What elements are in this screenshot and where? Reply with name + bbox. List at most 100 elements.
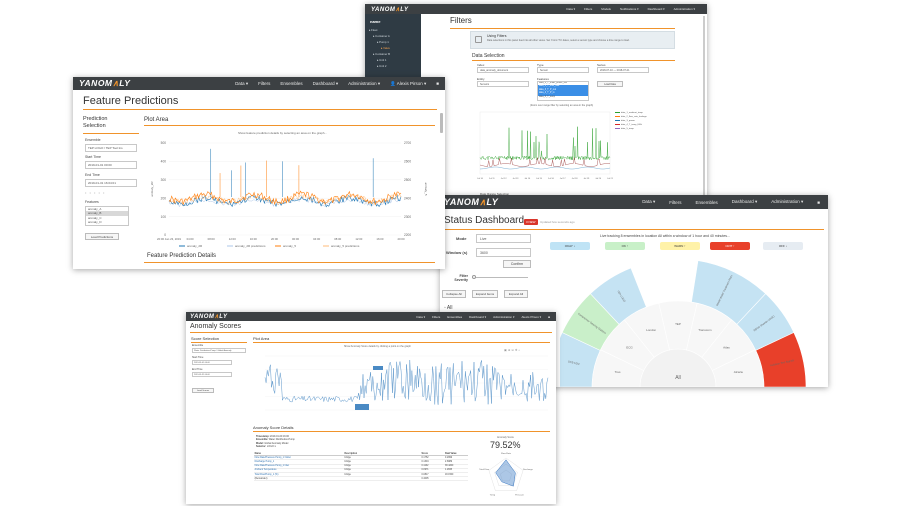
table-row[interactable]: Flow Rate/Pressure Pump_1 Inlet bridge 0.1… bbox=[254, 464, 468, 469]
brand-logo[interactable]: YANOM∧LY bbox=[190, 313, 228, 320]
load-data-button[interactable]: Load Data bbox=[597, 81, 623, 87]
nav-item[interactable]: Administration ▾ bbox=[673, 7, 695, 11]
nav-item[interactable]: ■ bbox=[436, 81, 439, 86]
severity-chip[interactable]: OFF ↓ bbox=[763, 242, 803, 250]
feature-option[interactable]: anmaly_B bbox=[86, 211, 128, 216]
sidebar-tree-item[interactable]: ▸ Fleet bbox=[369, 28, 378, 32]
brand-logo[interactable]: YANOM∧LY bbox=[79, 78, 130, 89]
legend-entry[interactable]: data_5_temp bbox=[615, 128, 634, 130]
collapse-all-button[interactable]: Collapse All bbox=[442, 290, 466, 298]
brand-logo[interactable]: YANOM∧LY bbox=[371, 6, 409, 13]
severity-chip[interactable]: OKAY ↓ bbox=[550, 242, 590, 250]
nav-item[interactable]: Administration ▾ bbox=[771, 199, 804, 204]
nav-item[interactable]: Dashboard ▾ bbox=[647, 7, 665, 11]
feature-option[interactable]: data_2_T_flow_rate bbox=[538, 85, 588, 89]
sidebar-tree-item[interactable]: ▸ Unit 1 bbox=[377, 58, 387, 62]
table-cell[interactable]: Discharge Pump_1 bbox=[254, 459, 344, 465]
start-time-input[interactable]: 2019-01-01 00:00 bbox=[85, 161, 137, 169]
ensemble-select[interactable]: Water Distribution-Pump / Global Anomaly bbox=[192, 348, 246, 353]
features-multiselect[interactable]: data_1_T_shaft_power_kW data_2_T_flow_rat… bbox=[537, 81, 589, 101]
features-multiselect[interactable]: anmaly_A anmaly_B anmaly_C anmaly_D bbox=[85, 206, 129, 226]
table-cell[interactable]: (Remainder) bbox=[254, 476, 344, 482]
severity-slider[interactable] bbox=[472, 277, 528, 278]
legend-entry[interactable]: data_2_flow_rate_leakage bbox=[615, 116, 647, 118]
start-time-input[interactable]: 2019-01-01 00:00 bbox=[192, 360, 232, 365]
column-header[interactable]: Description bbox=[343, 452, 421, 457]
feature-option[interactable]: data_3_T_P_out bbox=[538, 88, 588, 93]
nav-item[interactable]: Data ▾ bbox=[642, 199, 656, 204]
nav-item[interactable]: Data ▾ bbox=[566, 7, 576, 11]
severity-chip[interactable]: CRIT ↑ bbox=[710, 242, 750, 250]
legend-entry[interactable]: data_3_power bbox=[615, 120, 635, 122]
nav-item[interactable]: Ensembles bbox=[280, 81, 303, 86]
nav-item[interactable]: Administration ▾ bbox=[493, 314, 515, 319]
legend-entry[interactable]: data_4_T_temp_kWh bbox=[615, 124, 642, 126]
end-time-input[interactable]: 2019-01-31 16:04:01 bbox=[85, 179, 137, 187]
nav-item[interactable]: Models bbox=[601, 7, 611, 11]
brand-logo[interactable]: YANOM∧LY bbox=[444, 197, 498, 208]
nav-item[interactable]: ■ bbox=[817, 199, 820, 205]
severity-chip[interactable]: WARN ↑ bbox=[660, 242, 700, 250]
table-cell[interactable]: Flow Rate/Pressure Pump_1 Inlet bbox=[254, 464, 344, 469]
nav-item[interactable]: Filters bbox=[258, 81, 271, 86]
sidebar-tree-item[interactable]: ▸ Pump 1 bbox=[377, 40, 389, 44]
table-cell[interactable]: Ambient Temperature bbox=[254, 468, 344, 473]
table-cell[interactable]: Total Flow/Pump_1 (%) bbox=[254, 472, 344, 478]
nav-item[interactable]: Filters bbox=[432, 314, 441, 319]
all-tree-node[interactable]: ◦ All bbox=[444, 305, 453, 311]
sidebar-tree-item[interactable]: ▸ Container B bbox=[373, 52, 390, 56]
column-header[interactable]: Name bbox=[254, 452, 344, 457]
nav-item[interactable]: Administration ▾ bbox=[348, 80, 381, 86]
table-cell[interactable]: Flow Rate/Pressure Pump_1 Outlet bbox=[254, 455, 344, 461]
nav-item[interactable]: Data ▾ bbox=[235, 80, 249, 86]
expand-items-button[interactable]: Expand Items bbox=[472, 290, 498, 298]
nav-item[interactable]: Filters bbox=[584, 7, 593, 11]
sunburst-outer-segment[interactable] bbox=[755, 332, 807, 387]
severity-slider-handle[interactable] bbox=[472, 275, 476, 279]
scrollbar[interactable] bbox=[440, 113, 443, 133]
series-input[interactable]: 2018-07-10 — 2018-07-21 bbox=[597, 67, 649, 73]
confirm-button[interactable]: Confirm bbox=[503, 260, 531, 268]
table-row[interactable]: (Remainder) 0.4005 bbox=[254, 476, 468, 482]
nav-item[interactable]: Alexis Pirson ▾ bbox=[521, 314, 542, 319]
status-sunburst[interactable]: All Tres ECG London TEP Transcom Atlas Alcarte S… bbox=[560, 253, 820, 387]
nav-item[interactable]: Filters bbox=[669, 199, 682, 205]
nav-item[interactable]: Data ▾ bbox=[416, 314, 426, 319]
sunburst-outer-segment[interactable] bbox=[589, 267, 647, 325]
entity-select[interactable]: Sensors bbox=[477, 81, 529, 87]
anomaly-score-chart[interactable] bbox=[253, 352, 553, 420]
ensemble-select[interactable]: TEP LOGO / TEP Tool Ins bbox=[85, 144, 137, 152]
nav-item[interactable]: Dashboard ▾ bbox=[469, 314, 487, 319]
index-select[interactable]: data_anomaly_document bbox=[477, 67, 529, 73]
window-input[interactable]: 3600 bbox=[476, 248, 531, 257]
sidebar-tree-item[interactable]: ▸ Valve bbox=[381, 46, 390, 50]
scrollbar[interactable] bbox=[703, 16, 705, 196]
nav-item[interactable]: Ensembles bbox=[447, 314, 463, 319]
expand-all-button[interactable]: Expand All bbox=[504, 290, 528, 298]
severity-chip[interactable]: OK ↑ bbox=[605, 242, 645, 250]
chart-toolbar[interactable]: ▣⊕⊖✥⌂ bbox=[504, 348, 522, 352]
table-row[interactable]: Discharge Pump_1 bridge 0.1304 2.6989 bbox=[254, 459, 468, 465]
nav-item[interactable]: Dashboard ▾ bbox=[312, 80, 339, 86]
sidebar-tree-item[interactable]: ▸ Unit 2 bbox=[377, 64, 387, 68]
feature-prediction-chart[interactable]: 500 400 300 200 100 0 2700 2600 2500 2400 2300 2200… bbox=[149, 135, 429, 250]
load-scores-button[interactable]: Load Scores bbox=[192, 388, 214, 393]
sidebar-tree-item[interactable]: ▸ Container A bbox=[373, 34, 390, 38]
mode-select[interactable]: Live bbox=[476, 234, 531, 243]
table-row[interactable]: Total Flow/Pump_1 (%) bridge 0.0817 18.1500 bbox=[254, 472, 468, 478]
feature-option[interactable]: anmaly_A bbox=[88, 207, 102, 211]
feature-option[interactable]: data_4_T_P_in bbox=[538, 92, 588, 96]
load-predictions-button[interactable]: Load Predictions bbox=[85, 233, 119, 240]
selection-marker[interactable] bbox=[355, 404, 369, 410]
end-time-input[interactable]: 2019-01-31 00:00 bbox=[192, 372, 232, 377]
nav-item[interactable]: Ensembles bbox=[695, 199, 718, 205]
type-select[interactable]: Sensor bbox=[537, 67, 589, 73]
nav-item[interactable]: ■ bbox=[548, 314, 550, 319]
nav-item[interactable]: 👤 Alexis Pirson ▾ bbox=[390, 80, 427, 86]
table-row[interactable]: Flow Rate/Pressure Pump_1 Outlet bridge 0.… bbox=[254, 455, 468, 461]
feature-option[interactable]: anmaly_D bbox=[88, 220, 102, 225]
legend-entry[interactable]: data_1_ambient_temp bbox=[615, 112, 643, 114]
nav-item[interactable]: Notifications ▾ bbox=[619, 7, 639, 11]
column-header[interactable]: Score bbox=[420, 452, 445, 457]
nav-item[interactable]: Dashboard ▾ bbox=[731, 199, 758, 204]
